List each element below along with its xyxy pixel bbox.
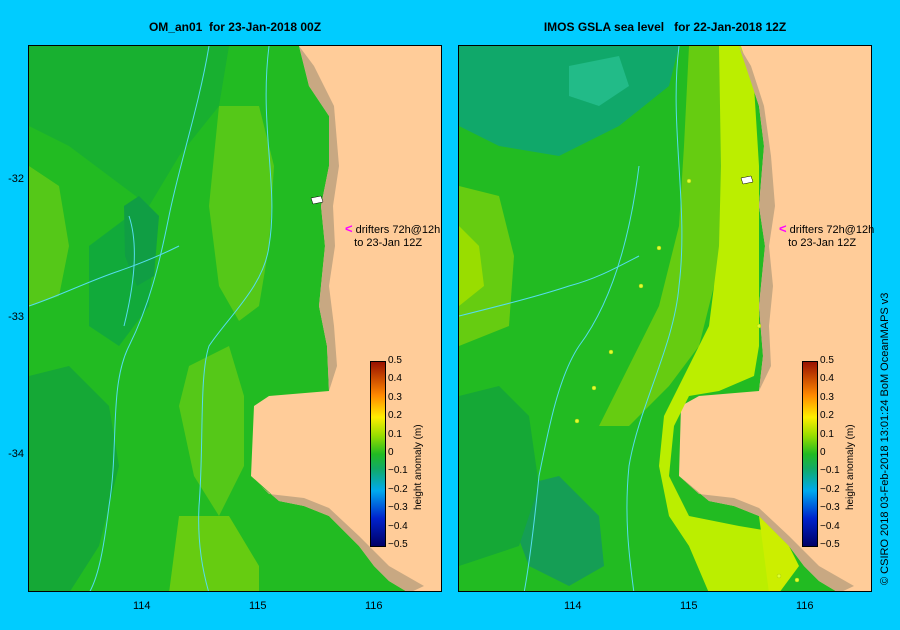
- drifter-arrow-icon: <: [345, 221, 353, 236]
- lon-label: 116: [796, 600, 814, 612]
- colorbar-tick-label: 0.5: [388, 355, 402, 366]
- lon-label: 114: [133, 600, 151, 612]
- right-colorbar-gradient: [803, 362, 817, 546]
- colorbar-tick-label: −0.2: [388, 483, 408, 495]
- colorbar-tick-label: 0.5: [820, 355, 834, 366]
- colorbar-tick-label: 0.3: [388, 391, 402, 403]
- left-panel-title: OM_an01 for 23-Jan-2018 00Z: [148, 20, 322, 34]
- left-map-canvas: [29, 46, 441, 591]
- lon-label: 115: [249, 600, 267, 612]
- colorbar-tick-label: 0.4: [388, 373, 402, 385]
- right-panel-title: IMOS GSLA sea level for 22-Jan-2018 12Z: [543, 20, 787, 34]
- drifters-line1: drifters 72h@12h: [355, 224, 441, 236]
- colorbar-tick-label: −0.3: [388, 502, 408, 514]
- lat-label: -34: [8, 448, 24, 460]
- left-map-panel: [28, 45, 442, 592]
- left-colorbar: [370, 361, 386, 547]
- lon-label: 116: [365, 600, 383, 612]
- right-colorbar-title: height anomaly (m): [845, 424, 856, 510]
- left-colorbar-gradient: [371, 362, 385, 546]
- right-map-panel: [458, 45, 872, 592]
- lon-label: 115: [680, 600, 698, 612]
- colorbar-tick-label: 0.1: [820, 428, 834, 440]
- drifters-line2: to 23-Jan 12Z: [354, 237, 423, 249]
- colorbar-tick-label: 0.1: [388, 428, 402, 440]
- colorbar-tick-label: −0.3: [820, 502, 840, 514]
- colorbar-tick-label: −0.5: [388, 539, 408, 550]
- drifters-line1: drifters 72h@12h: [789, 224, 875, 236]
- drifters-line2: to 23-Jan 12Z: [788, 237, 857, 249]
- right-colorbar: [802, 361, 818, 547]
- right-drifters-note: < drifters 72h@12h to 23-Jan 12Z: [779, 222, 874, 250]
- colorbar-tick-label: 0.4: [820, 373, 834, 385]
- colorbar-tick-label: −0.1: [388, 465, 408, 477]
- left-colorbar-title: height anomaly (m): [413, 424, 424, 510]
- colorbar-tick-label: −0.1: [820, 465, 840, 477]
- colorbar-tick-label: −0.5: [820, 539, 840, 550]
- lat-label: -32: [8, 173, 24, 185]
- lat-label: -33: [8, 311, 24, 323]
- colorbar-tick-label: 0: [388, 447, 394, 458]
- colorbar-tick-label: −0.4: [820, 520, 840, 532]
- drifter-arrow-icon: <: [779, 221, 787, 236]
- colorbar-tick-label: −0.4: [388, 520, 408, 532]
- colorbar-tick-label: −0.2: [820, 483, 840, 495]
- colorbar-tick-label: 0.3: [820, 391, 834, 403]
- left-drifters-note: < drifters 72h@12h to 23-Jan 12Z: [345, 222, 440, 250]
- colorbar-tick-label: 0.2: [388, 410, 402, 422]
- credit-text: © CSIRO 2018 03-Feb-2018 13:01:24 BoM Oc…: [879, 292, 891, 585]
- colorbar-tick-label: 0: [820, 447, 826, 458]
- lon-label: 114: [564, 600, 582, 612]
- colorbar-tick-label: 0.2: [820, 410, 834, 422]
- right-map-canvas: [459, 46, 871, 591]
